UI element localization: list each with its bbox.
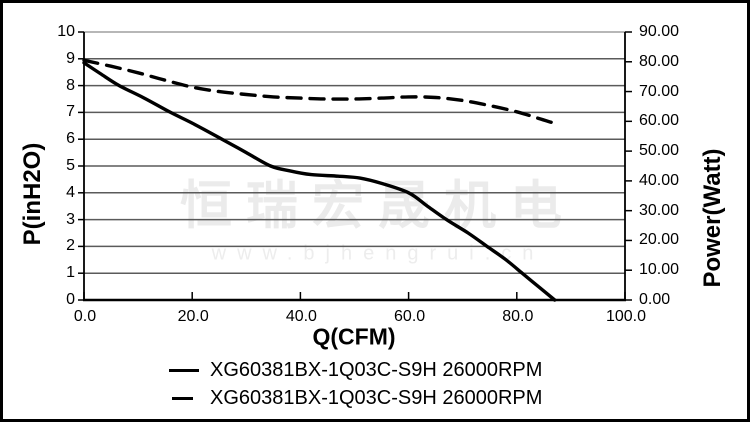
plot-area — [78, 31, 632, 302]
legend-label: XG60381BX-1Q03C-S9H 26000RPM — [210, 358, 543, 381]
legend-solid-line-icon — [169, 368, 201, 372]
y-axis-right-title: Power(Watt) — [699, 148, 726, 288]
y-axis-left-title: P(inH2O) — [19, 142, 46, 246]
legend-item-power-curve: XG60381BX-1Q03C-S9H 26000RPM — [169, 384, 542, 412]
legend: XG60381BX-1Q03C-S9H 26000RPM XG60381BX-1… — [169, 356, 542, 412]
series-line-dashed — [82, 58, 557, 126]
legend-item-pressure-curve: XG60381BX-1Q03C-S9H 26000RPM — [169, 356, 542, 384]
legend-dashed-line-icon — [169, 396, 201, 400]
watermark-chinese-text: 恒瑞宏晟机电 — [179, 177, 577, 236]
series-line-solid — [82, 61, 557, 302]
watermark-url-text: www.bjhengrui.cn — [211, 242, 545, 265]
legend-label: XG60381BX-1Q03C-S9H 26000RPM — [210, 386, 543, 409]
x-axis-title: Q(CFM) — [312, 323, 396, 350]
